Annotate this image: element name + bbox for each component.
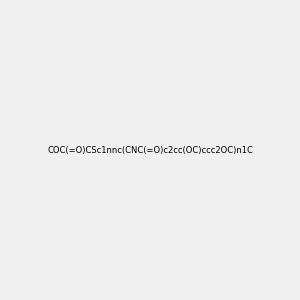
Text: COC(=O)CSc1nnc(CNC(=O)c2cc(OC)ccc2OC)n1C: COC(=O)CSc1nnc(CNC(=O)c2cc(OC)ccc2OC)n1C — [47, 146, 253, 154]
